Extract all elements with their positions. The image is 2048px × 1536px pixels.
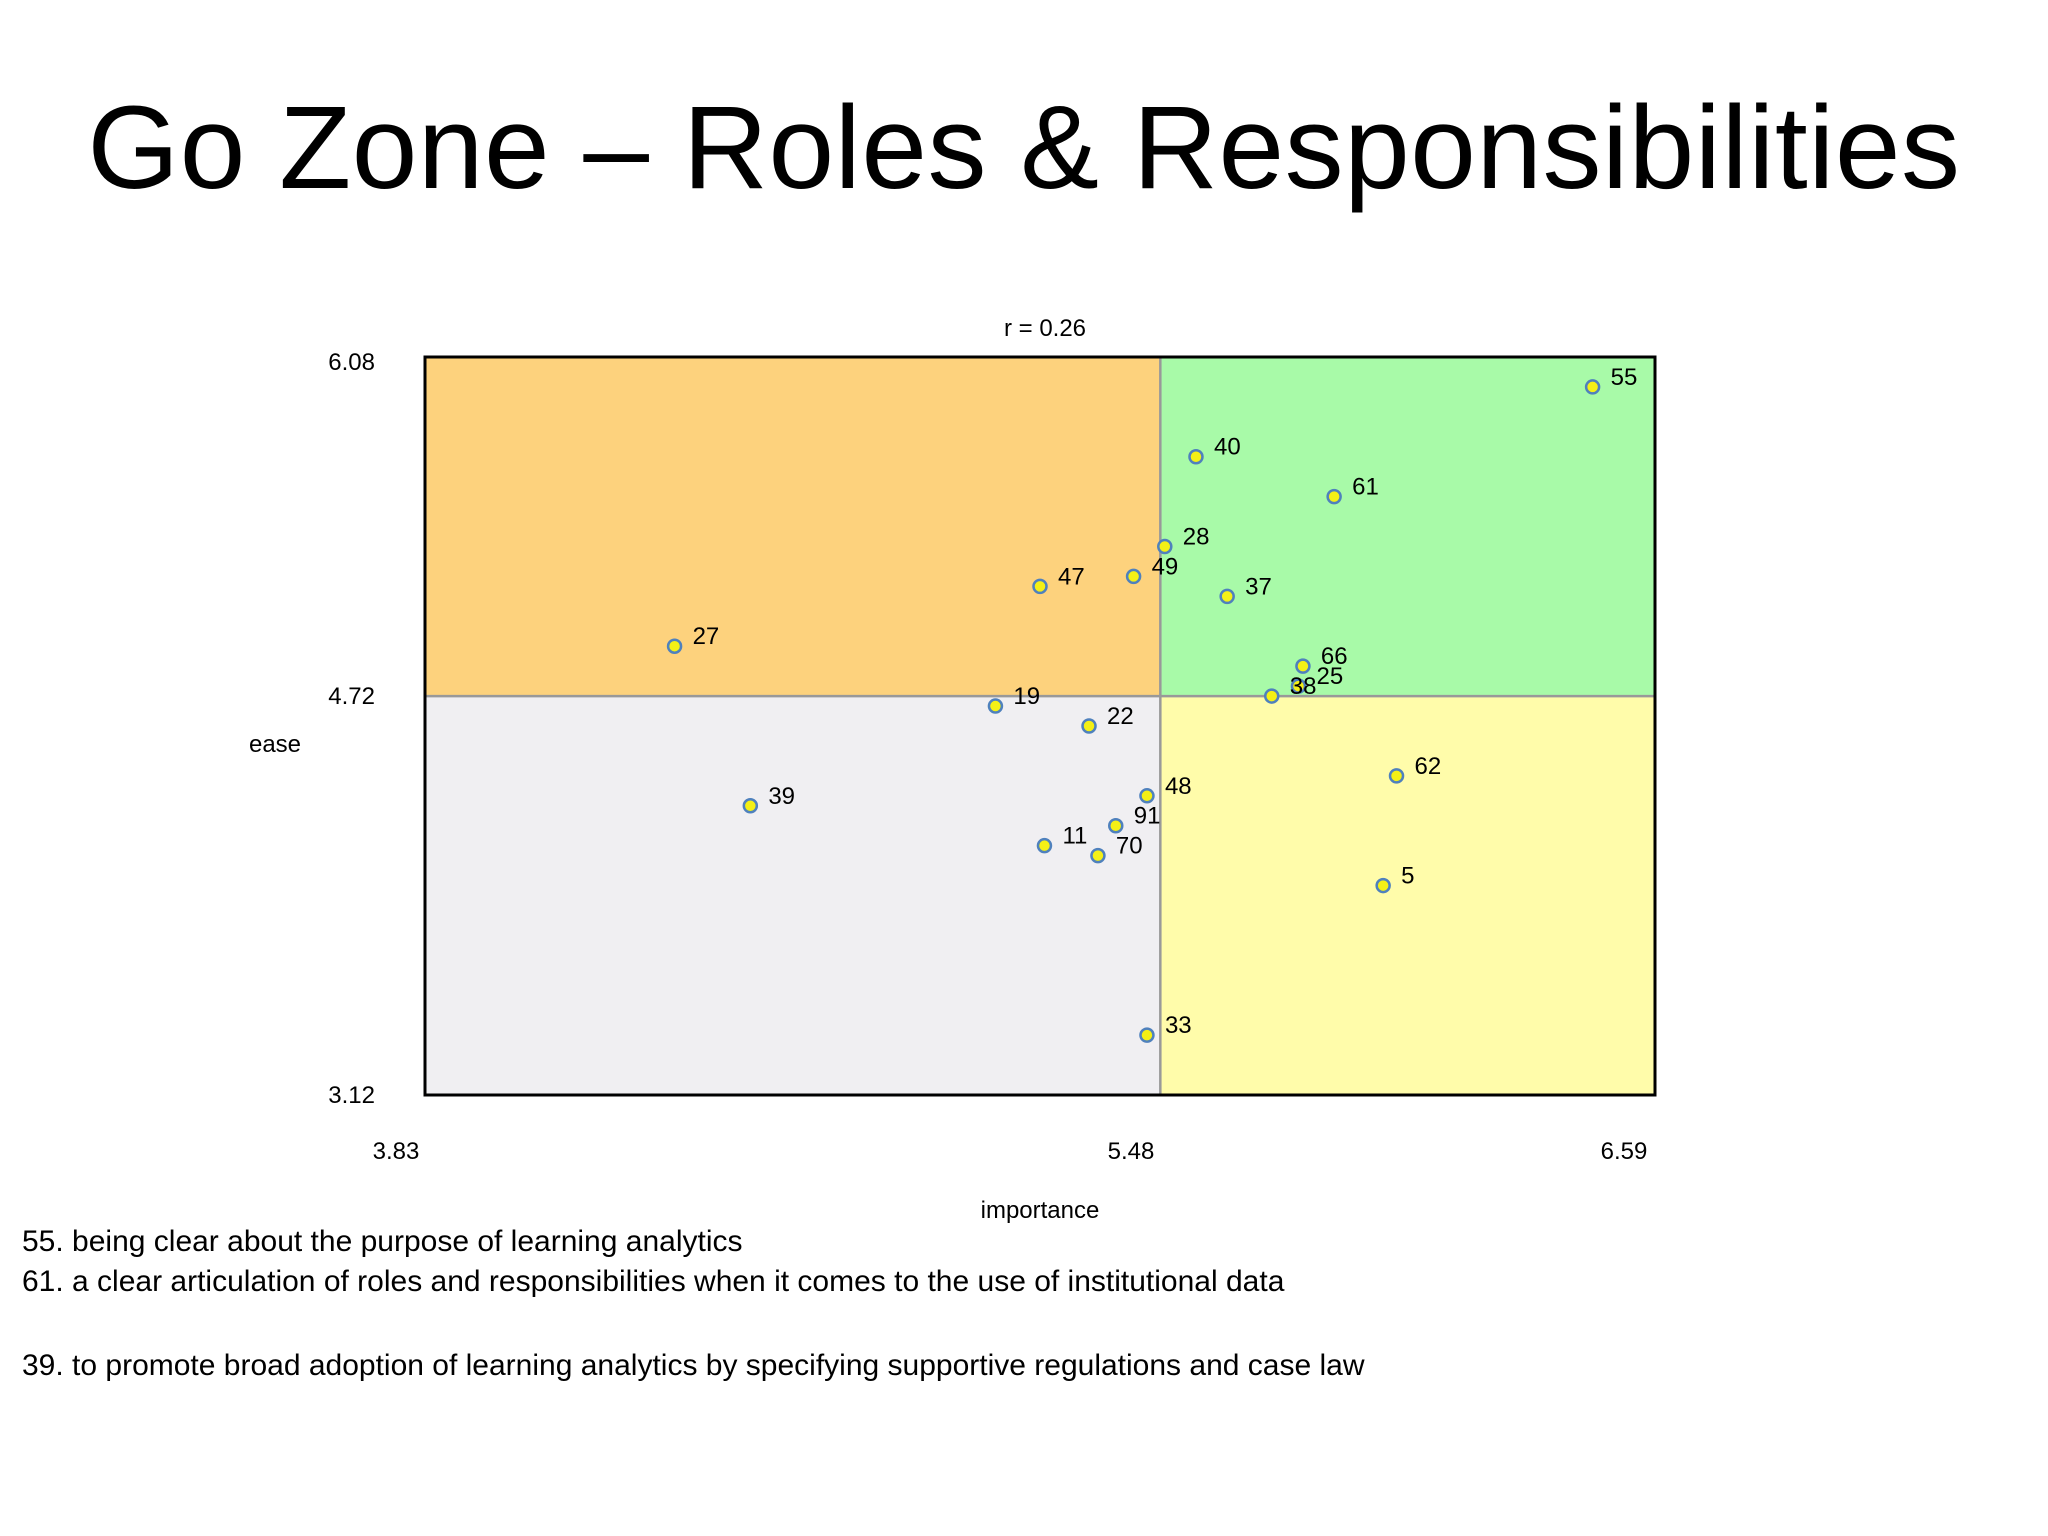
data-point: 19 — [987, 683, 1040, 714]
data-point-marker — [1188, 448, 1204, 465]
data-point: 40 — [1188, 434, 1241, 465]
note-55: 55. being clear about the purpose of lea… — [22, 1225, 743, 1258]
data-point-marker — [1157, 538, 1173, 555]
data-point: 55 — [1584, 364, 1638, 395]
data-point: 61 — [1326, 474, 1379, 505]
data-point-label: 66 — [1321, 643, 1348, 670]
y-tick-middle: 4.72 — [328, 683, 375, 710]
data-point-label: 49 — [1152, 553, 1179, 580]
data-point-marker — [1584, 379, 1601, 395]
data-point: 91 — [1108, 803, 1161, 834]
data-point: 47 — [1032, 563, 1085, 595]
x-axis-label: importance — [981, 1197, 1100, 1224]
quadrant-lower-left — [425, 696, 1161, 1095]
data-point: 38 — [1263, 673, 1317, 704]
data-point: 37 — [1219, 573, 1272, 605]
data-point-label: 48 — [1165, 773, 1192, 800]
data-point-marker — [1108, 817, 1124, 834]
data-point-label: 11 — [1062, 823, 1087, 850]
data-point-marker — [1388, 768, 1405, 784]
data-point: 27 — [666, 623, 720, 654]
quadrant-upper-right — [1160, 357, 1655, 697]
data-point-label: 61 — [1352, 474, 1379, 501]
slide-title: Go Zone – Roles & Responsibilities — [87, 82, 1961, 214]
data-point-label: 55 — [1611, 364, 1638, 391]
note-39: 39. to promote broad adoption of learnin… — [22, 1349, 1365, 1382]
data-point: 33 — [1139, 1012, 1192, 1043]
data-point-marker — [1263, 688, 1280, 704]
data-point-marker — [1036, 837, 1053, 854]
data-point-marker — [1032, 578, 1048, 595]
data-point-marker — [1081, 718, 1097, 734]
data-point: 25 — [1290, 663, 1343, 694]
data-point: 62 — [1388, 753, 1442, 784]
data-point-marker — [1375, 877, 1391, 894]
quadrant-lower-right — [1160, 696, 1655, 1095]
data-point-marker — [742, 798, 759, 814]
data-point-marker — [666, 638, 683, 654]
data-point: 48 — [1139, 773, 1192, 804]
data-point: 11 — [1036, 823, 1087, 854]
data-point-marker — [1139, 1027, 1155, 1043]
chart-subtitle: r = 0.26 — [1004, 315, 1086, 342]
x-tick-left: 3.83 — [373, 1138, 420, 1165]
data-point-label: 62 — [1415, 753, 1442, 780]
y-tick-top: 6.08 — [328, 349, 375, 376]
data-point: 28 — [1157, 523, 1210, 555]
data-point-marker — [1139, 788, 1155, 804]
data-point-label: 22 — [1107, 703, 1134, 730]
data-point: 39 — [742, 783, 795, 814]
data-point-label: 5 — [1401, 863, 1414, 890]
data-point-marker — [1290, 678, 1307, 694]
x-tick-middle: 5.48 — [1108, 1138, 1155, 1165]
data-point-label: 91 — [1134, 803, 1161, 830]
data-point-marker — [1090, 847, 1106, 864]
y-axis-label: ease — [249, 731, 301, 758]
y-tick-bottom: 3.12 — [328, 1082, 375, 1109]
data-point: 70 — [1090, 833, 1143, 864]
data-point-label: 70 — [1116, 833, 1143, 860]
data-point: 5 — [1375, 863, 1415, 894]
data-point-label: 47 — [1058, 563, 1085, 590]
note-61: 61. a clear articulation of roles and re… — [22, 1265, 1285, 1298]
data-point-marker — [1219, 588, 1235, 605]
data-point-label: 37 — [1245, 573, 1272, 600]
data-point: 66 — [1295, 643, 1348, 674]
data-point-marker — [1295, 658, 1311, 674]
data-point-label: 40 — [1214, 434, 1241, 461]
data-point: 22 — [1081, 703, 1134, 734]
statement-notes: 55. being clear about the purpose of lea… — [22, 1222, 2022, 1386]
data-point-marker — [987, 698, 1004, 714]
data-point-label: 33 — [1165, 1012, 1192, 1039]
data-point-label: 39 — [768, 783, 795, 810]
quadrant-upper-left — [425, 357, 1161, 697]
note-spacer — [22, 1302, 2022, 1346]
x-tick-right: 6.59 — [1601, 1138, 1648, 1165]
data-point: 49 — [1125, 553, 1179, 585]
data-point-label: 19 — [1013, 683, 1040, 710]
data-point-label: 38 — [1290, 673, 1317, 700]
plot-frame — [423, 355, 1657, 1097]
data-point-label: 28 — [1183, 523, 1210, 550]
data-point-marker — [1125, 568, 1142, 585]
data-point-label: 25 — [1316, 663, 1343, 690]
data-point-label: 27 — [693, 623, 720, 650]
data-point-marker — [1326, 488, 1342, 505]
